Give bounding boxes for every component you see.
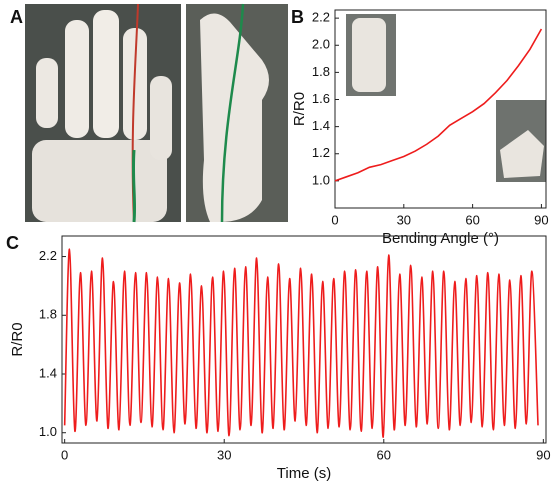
y-tick-label: 1.2 <box>312 145 330 160</box>
y-tick-label: 2.0 <box>312 37 330 52</box>
x-tick-label: 90 <box>534 212 548 227</box>
data-line <box>334 28 543 182</box>
data-line <box>63 248 539 438</box>
y-tick-label: 1.0 <box>312 172 330 187</box>
x-tick-label: 30 <box>397 212 411 227</box>
y-tick-label: 1.4 <box>39 365 57 380</box>
inset-photo-bent <box>496 100 546 182</box>
x-tick-label: 60 <box>377 447 391 462</box>
x-tick-label: 90 <box>536 447 550 462</box>
y-tick-label: 1.4 <box>312 118 330 133</box>
y-tick-label: 1.0 <box>39 424 57 439</box>
y-axis-title: R/R0 <box>9 322 26 356</box>
plot-frame <box>61 235 547 444</box>
y-axis-title: R/R0 <box>291 92 308 126</box>
panel-label: C <box>6 233 19 253</box>
plot-frame <box>334 9 547 209</box>
x-axis-title: Bending Angle (°) <box>382 230 499 247</box>
y-tick-label: 1.6 <box>312 91 330 106</box>
x-tick-label: 0 <box>331 212 338 227</box>
y-tick-label: 1.8 <box>312 64 330 79</box>
y-tick-label: 1.8 <box>39 307 57 322</box>
x-axis-title: Time (s) <box>277 465 331 481</box>
panel-label: A <box>10 7 23 27</box>
x-tick-label: 60 <box>465 212 479 227</box>
photo-hand-side <box>186 3 288 223</box>
y-tick-label: 2.2 <box>312 10 330 25</box>
x-tick-label: 0 <box>61 447 68 462</box>
x-tick-label: 30 <box>217 447 231 462</box>
y-tick-label: 2.2 <box>39 248 57 263</box>
photo-hand-front <box>25 3 181 223</box>
inset-photo-straight <box>346 14 396 96</box>
panel-label: B <box>291 7 304 27</box>
